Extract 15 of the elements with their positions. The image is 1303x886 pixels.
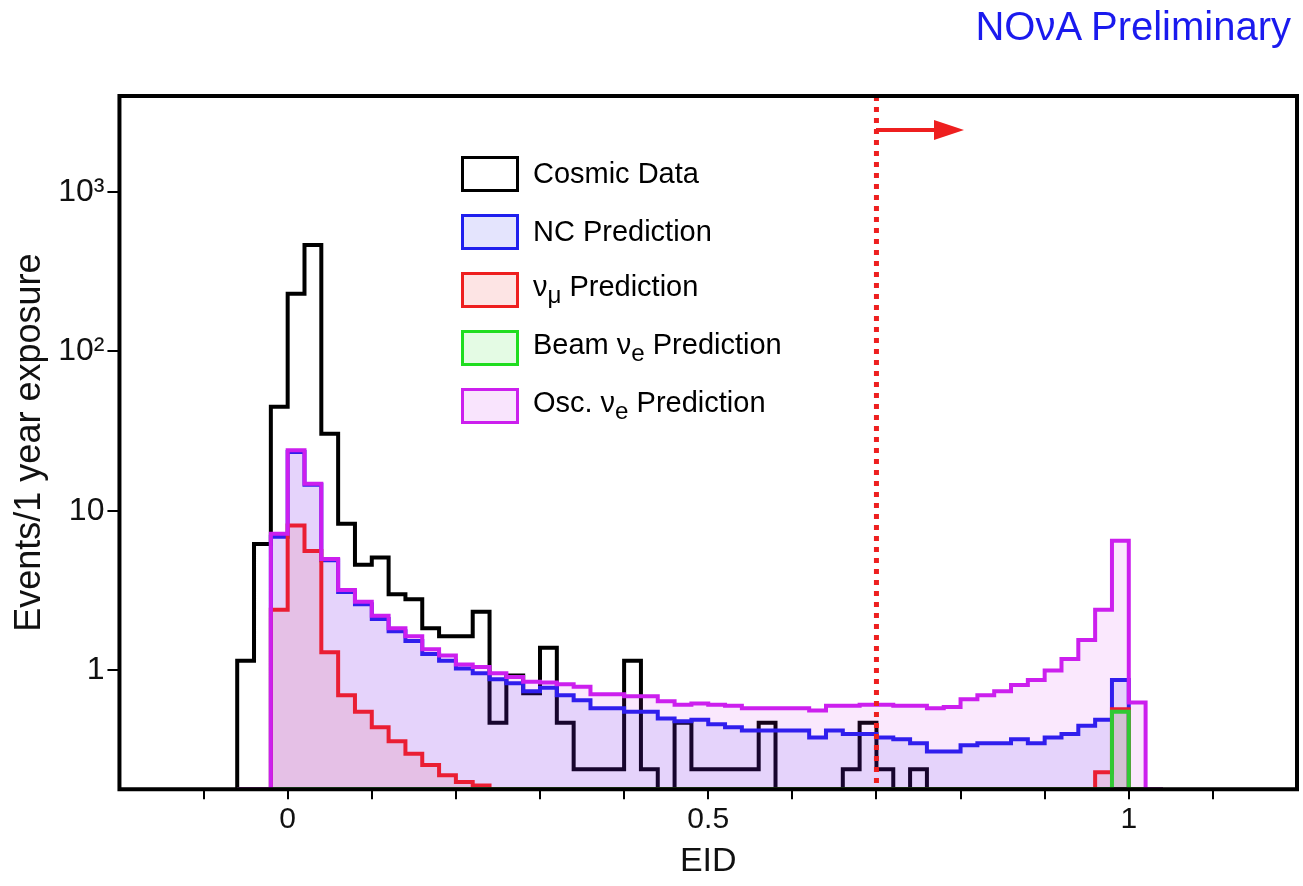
legend-label: Osc. ν$_{e}$ Prediction — [532, 386, 766, 425]
x-axis-title: EID — [679, 839, 737, 878]
x-tick-label: 0.5 — [687, 801, 730, 835]
chart-title: NOνA Preliminary — [975, 4, 1291, 49]
x-tick-label: 1 — [1120, 801, 1138, 835]
legend-label: ν$_{μ}$ Prediction — [532, 270, 699, 309]
y-tick-label: 10³ — [58, 171, 105, 208]
legend-label: Beam ν$_{e}$ Prediction — [532, 328, 782, 367]
y-axis-title: Events/1 year exposure — [6, 253, 48, 632]
x-tick-label: 0 — [279, 801, 297, 835]
legend-label: Cosmic Data — [532, 157, 699, 191]
y-tick-label: 10 — [68, 490, 105, 527]
y-tick-label: 10² — [58, 331, 105, 368]
legend-label: NC Prediction — [532, 215, 712, 249]
y-tick-label: 1 — [86, 650, 105, 687]
